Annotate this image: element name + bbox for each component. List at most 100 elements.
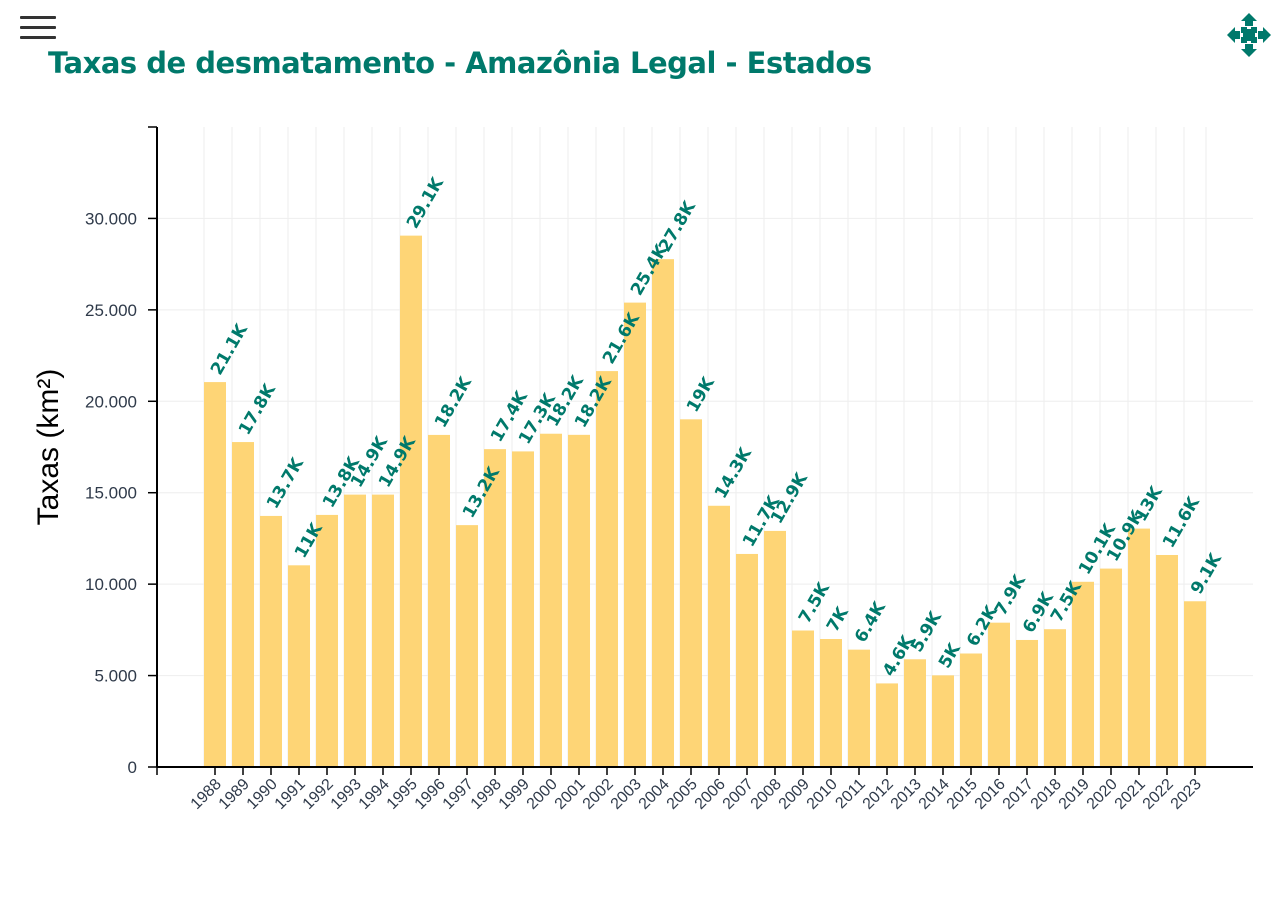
- y-tick-label: 15.000: [85, 484, 137, 503]
- x-tick-label: 2006: [692, 776, 729, 813]
- x-tick-label: 2019: [1056, 776, 1093, 813]
- x-tick-label: 2000: [524, 776, 561, 813]
- x-tick-label: 2003: [608, 776, 645, 813]
- x-tick-label: 2012: [860, 776, 897, 813]
- data-label: 18.2K: [431, 373, 476, 431]
- bar-1997[interactable]: [456, 525, 478, 767]
- x-tick-label: 2014: [916, 776, 953, 813]
- bar-2019[interactable]: [1072, 581, 1094, 767]
- x-tick-label: 2010: [804, 776, 841, 813]
- x-tick-label: 2002: [580, 776, 617, 813]
- bar-2012[interactable]: [876, 683, 898, 767]
- move-arrows-icon[interactable]: [1226, 12, 1272, 58]
- y-tick-label: 10.000: [85, 575, 137, 594]
- x-tick-label: 1998: [468, 776, 505, 813]
- bar-2022[interactable]: [1156, 554, 1178, 767]
- x-tick-label: 2021: [1112, 776, 1149, 813]
- x-tick-label: 2023: [1168, 776, 1205, 813]
- x-tick-label: 2018: [1028, 776, 1065, 813]
- x-tick-label: 1994: [356, 776, 393, 813]
- bar-2002[interactable]: [596, 371, 618, 767]
- data-label: 14.3K: [711, 444, 756, 502]
- chart-title: Taxas de desmatamento - Amazônia Legal -…: [48, 46, 872, 80]
- x-tick-label: 2008: [748, 776, 785, 813]
- bar-1989[interactable]: [232, 442, 254, 767]
- bar-2020[interactable]: [1100, 568, 1122, 767]
- bar-2017[interactable]: [1016, 639, 1038, 767]
- x-tick-label: 1995: [384, 776, 421, 813]
- data-label: 6.4K: [851, 598, 890, 646]
- y-tick-label: 5.000: [94, 667, 137, 686]
- bar-2015[interactable]: [960, 653, 982, 767]
- bar-2008[interactable]: [764, 530, 786, 767]
- data-label: 13K: [1131, 482, 1167, 525]
- bar-2009[interactable]: [792, 630, 814, 767]
- data-label: 9.1K: [1187, 550, 1226, 598]
- bar-2000[interactable]: [540, 433, 562, 767]
- data-label: 5.9K: [907, 608, 946, 656]
- x-tick-label: 1992: [300, 776, 337, 813]
- x-tick-label: 2015: [944, 776, 981, 813]
- x-tick-label: 1991: [272, 776, 309, 813]
- hamburger-menu-icon[interactable]: [20, 16, 56, 42]
- bar-1999[interactable]: [512, 451, 534, 767]
- x-tick-label: 2020: [1084, 776, 1121, 813]
- x-tick-label: 2007: [720, 776, 757, 813]
- bar-1995[interactable]: [400, 235, 422, 767]
- bar-2023[interactable]: [1184, 601, 1206, 767]
- x-tick-label: 2022: [1140, 776, 1177, 813]
- bar-2003[interactable]: [624, 302, 646, 767]
- bar-2011[interactable]: [848, 649, 870, 767]
- x-tick-label: 2011: [832, 776, 868, 812]
- bar-1991[interactable]: [288, 565, 310, 767]
- bar-1998[interactable]: [484, 449, 506, 767]
- bar-2006[interactable]: [708, 505, 730, 767]
- bars: [204, 235, 1206, 767]
- x-tick-label: 2017: [1000, 776, 1037, 813]
- bar-1990[interactable]: [260, 515, 282, 767]
- bar-2001[interactable]: [568, 434, 590, 767]
- y-tick-label: 20.000: [85, 392, 137, 411]
- data-label: 11.6K: [1159, 493, 1204, 551]
- bar-2021[interactable]: [1128, 528, 1150, 767]
- data-label: 19K: [683, 373, 719, 416]
- bar-1993[interactable]: [344, 494, 366, 767]
- data-label: 17.8K: [235, 380, 280, 438]
- bar-2016[interactable]: [988, 622, 1010, 767]
- data-label: 13.7K: [263, 454, 308, 512]
- bar-2013[interactable]: [904, 659, 926, 767]
- bar-1988[interactable]: [204, 382, 226, 767]
- bar-1992[interactable]: [316, 514, 338, 767]
- x-tick-label: 2001: [552, 776, 589, 813]
- bar-1994[interactable]: [372, 494, 394, 767]
- x-tick-label: 2016: [972, 776, 1009, 813]
- data-label: 21.1K: [207, 320, 252, 378]
- y-tick-label: 0: [128, 758, 137, 777]
- x-tick-label: 2004: [636, 776, 673, 813]
- data-label: 29.1K: [403, 174, 448, 232]
- y-tick-label: 25.000: [85, 301, 137, 320]
- x-tick-label: 1996: [412, 776, 449, 813]
- data-label: 7K: [823, 603, 853, 635]
- x-tick-label: 2005: [664, 776, 701, 813]
- y-axis-title: Taxas (km²): [32, 369, 65, 526]
- x-tick-label: 1988: [188, 776, 225, 813]
- x-tick-label: 1989: [216, 776, 253, 813]
- data-label: 27.8K: [655, 197, 700, 255]
- x-tick-label: 1997: [440, 776, 477, 813]
- data-label: 7.9K: [991, 571, 1030, 619]
- bar-2018[interactable]: [1044, 629, 1066, 767]
- x-tick-label: 1999: [496, 776, 533, 813]
- bar-2010[interactable]: [820, 639, 842, 767]
- bar-2007[interactable]: [736, 553, 758, 767]
- x-tick-label: 1993: [328, 776, 365, 813]
- y-tick-label: 30.000: [85, 209, 137, 228]
- x-tick-label: 2009: [776, 776, 813, 813]
- bar-2005[interactable]: [680, 419, 702, 767]
- x-tick-label: 2013: [888, 776, 925, 813]
- bar-2004[interactable]: [652, 259, 674, 767]
- bar-1996[interactable]: [428, 434, 450, 767]
- bar-2014[interactable]: [932, 675, 954, 767]
